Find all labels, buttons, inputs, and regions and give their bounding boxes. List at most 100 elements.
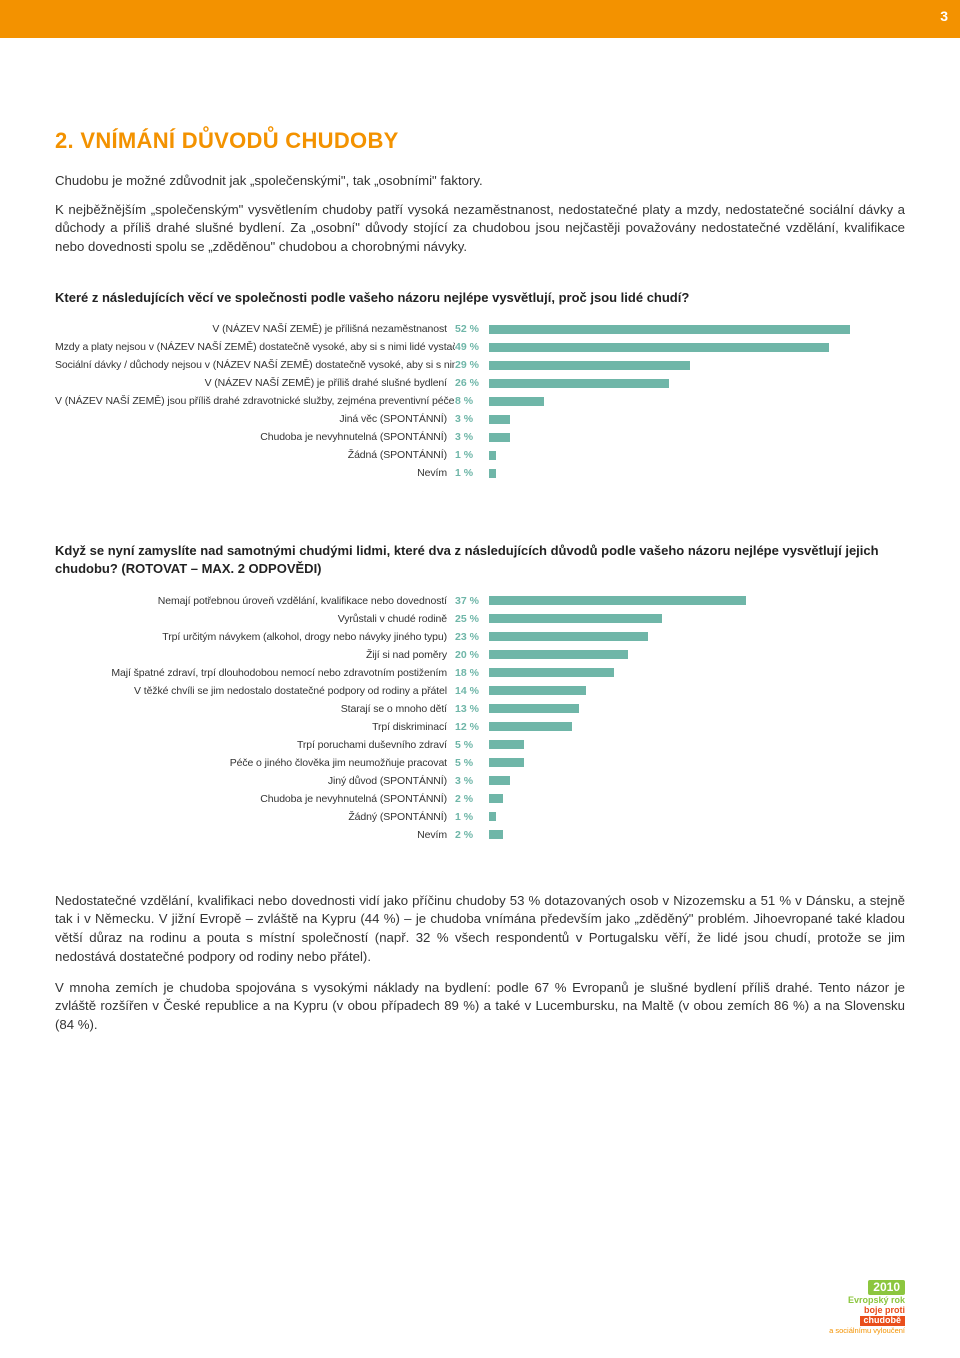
chart-row-label: Vyrůstali v chudé rodině	[55, 613, 455, 625]
chart-bar	[489, 722, 572, 731]
chart-row-percent: 2 %	[455, 793, 489, 805]
chart-bar	[489, 830, 503, 839]
chart-row: Nemají potřebnou úroveň vzdělání, kvalif…	[55, 592, 905, 610]
chart-bar	[489, 668, 614, 677]
chart-row-label: V (NÁZEV NAŠÍ ZEMĚ) jsou příliš drahé zd…	[55, 395, 455, 407]
chart-bar-zone	[489, 397, 905, 406]
intro-paragraph-2: K nejběžnějším „společenským" vysvětlení…	[55, 201, 905, 257]
chart-row-percent: 14 %	[455, 685, 489, 697]
chart-bar	[489, 433, 510, 442]
chart-row-label: Trpí poruchami duševního zdraví	[55, 739, 455, 751]
chart-bar-zone	[489, 812, 905, 821]
chart-row: V (NÁZEV NAŠÍ ZEMĚ) je příliš drahé sluš…	[55, 374, 905, 392]
chart-row: Žádný (SPONTÁNNÍ)1 %	[55, 808, 905, 826]
chart-bar	[489, 650, 628, 659]
chart-bar	[489, 343, 829, 352]
chart-row-label: Mají špatné zdraví, trpí dlouhodobou nem…	[55, 667, 455, 679]
chart-row-percent: 18 %	[455, 667, 489, 679]
chart-row-label: Chudoba je nevyhnutelná (SPONTÁNNÍ)	[55, 793, 455, 805]
chart-bar	[489, 686, 586, 695]
chart-row-label: Trpí určitým návykem (alkohol, drogy neb…	[55, 631, 455, 643]
closing-paragraph-1: Nedostatečné vzdělání, kvalifikaci nebo …	[55, 892, 905, 967]
chart-row: Chudoba je nevyhnutelná (SPONTÁNNÍ)3 %	[55, 428, 905, 446]
chart-bar	[489, 614, 662, 623]
intro-paragraph-1: Chudobu je možné zdůvodnit jak „společen…	[55, 172, 905, 191]
chart-bar	[489, 776, 510, 785]
chart-row-percent: 5 %	[455, 757, 489, 769]
chart-row: Mají špatné zdraví, trpí dlouhodobou nem…	[55, 664, 905, 682]
chart-row-label: Nevím	[55, 829, 455, 841]
chart-bar-zone	[489, 361, 905, 370]
logo-line3: chudobě	[860, 1316, 906, 1326]
logo-line2: boje proti	[864, 1305, 905, 1315]
chart-bar-zone	[489, 722, 905, 731]
chart-row: Trpí poruchami duševního zdraví5 %	[55, 736, 905, 754]
chart-row-percent: 20 %	[455, 649, 489, 661]
chart-row: Žádná (SPONTÁNNÍ)1 %	[55, 446, 905, 464]
chart-row-label: V těžké chvíli se jim nedostalo dostateč…	[55, 685, 455, 697]
chart2-question: Když se nyní zamyslíte nad samotnými chu…	[55, 542, 905, 577]
chart-row-percent: 1 %	[455, 811, 489, 823]
chart-bar-zone	[489, 632, 905, 641]
chart-row-label: Nemají potřebnou úroveň vzdělání, kvalif…	[55, 595, 455, 607]
chart-bar	[489, 812, 496, 821]
chart-bar	[489, 469, 496, 478]
chart-bar	[489, 325, 850, 334]
chart-bar-zone	[489, 830, 905, 839]
chart-bar-zone	[489, 776, 905, 785]
chart-bar-zone	[489, 758, 905, 767]
chart-row-label: Žádná (SPONTÁNNÍ)	[55, 449, 455, 461]
chart-bar-zone	[489, 379, 905, 388]
chart-row-percent: 52 %	[455, 323, 489, 335]
chart-bar	[489, 451, 496, 460]
chart-bar	[489, 596, 746, 605]
chart-row-label: V (NÁZEV NAŠÍ ZEMĚ) je přílišná nezaměst…	[55, 323, 455, 335]
page-content: 2. VNÍMÁNÍ DŮVODŮ CHUDOBY Chudobu je mož…	[0, 38, 960, 1075]
chart-bar	[489, 704, 579, 713]
chart-row: Sociální dávky / důchody nejsou v (NÁZEV…	[55, 356, 905, 374]
chart-bar	[489, 758, 524, 767]
section-title: 2. VNÍMÁNÍ DŮVODŮ CHUDOBY	[55, 128, 905, 154]
chart-row: V těžké chvíli se jim nedostalo dostateč…	[55, 682, 905, 700]
chart-row-label: Žádný (SPONTÁNNÍ)	[55, 811, 455, 823]
chart-row-label: Mzdy a platy nejsou v (NÁZEV NAŠÍ ZEMĚ) …	[55, 341, 455, 353]
chart-row-label: Jiný důvod (SPONTÁNNÍ)	[55, 775, 455, 787]
chart-bar-zone	[489, 686, 905, 695]
chart-bar-zone	[489, 415, 905, 424]
chart-row-percent: 8 %	[455, 395, 489, 407]
page-number: 3	[940, 8, 948, 24]
chart-row: Jiná věc (SPONTÁNNÍ)3 %	[55, 410, 905, 428]
chart-row-label: Starají se o mnoho dětí	[55, 703, 455, 715]
chart-row-label: Žijí si nad poměry	[55, 649, 455, 661]
chart-row: Nevím2 %	[55, 826, 905, 844]
chart-row-percent: 12 %	[455, 721, 489, 733]
chart-row-percent: 25 %	[455, 613, 489, 625]
chart-row-percent: 3 %	[455, 413, 489, 425]
chart-row: Starají se o mnoho dětí13 %	[55, 700, 905, 718]
chart-row-percent: 5 %	[455, 739, 489, 751]
chart-bar	[489, 361, 690, 370]
chart-bar	[489, 397, 544, 406]
chart-bar-zone	[489, 740, 905, 749]
chart-bar-zone	[489, 343, 905, 352]
chart2: Nemají potřebnou úroveň vzdělání, kvalif…	[55, 592, 905, 844]
chart-row-percent: 2 %	[455, 829, 489, 841]
chart-bar	[489, 632, 648, 641]
chart-row: Péče o jiného člověka jim neumožňuje pra…	[55, 754, 905, 772]
chart-bar-zone	[489, 614, 905, 623]
chart-row-percent: 49 %	[455, 341, 489, 353]
chart-bar-zone	[489, 325, 905, 334]
chart-bar	[489, 794, 503, 803]
chart-row: Trpí určitým návykem (alkohol, drogy neb…	[55, 628, 905, 646]
chart-row-label: Trpí diskriminací	[55, 721, 455, 733]
logo-line4: a sociálnímu vyloučení	[829, 1326, 905, 1335]
chart-row: Nevím1 %	[55, 464, 905, 482]
header-bar: 3	[0, 0, 960, 38]
chart-bar-zone	[489, 668, 905, 677]
chart-bar-zone	[489, 596, 905, 605]
chart-row-percent: 13 %	[455, 703, 489, 715]
chart-row-percent: 3 %	[455, 775, 489, 787]
chart-row-percent: 26 %	[455, 377, 489, 389]
chart-row-percent: 3 %	[455, 431, 489, 443]
chart-row-label: Sociální dávky / důchody nejsou v (NÁZEV…	[55, 359, 455, 371]
